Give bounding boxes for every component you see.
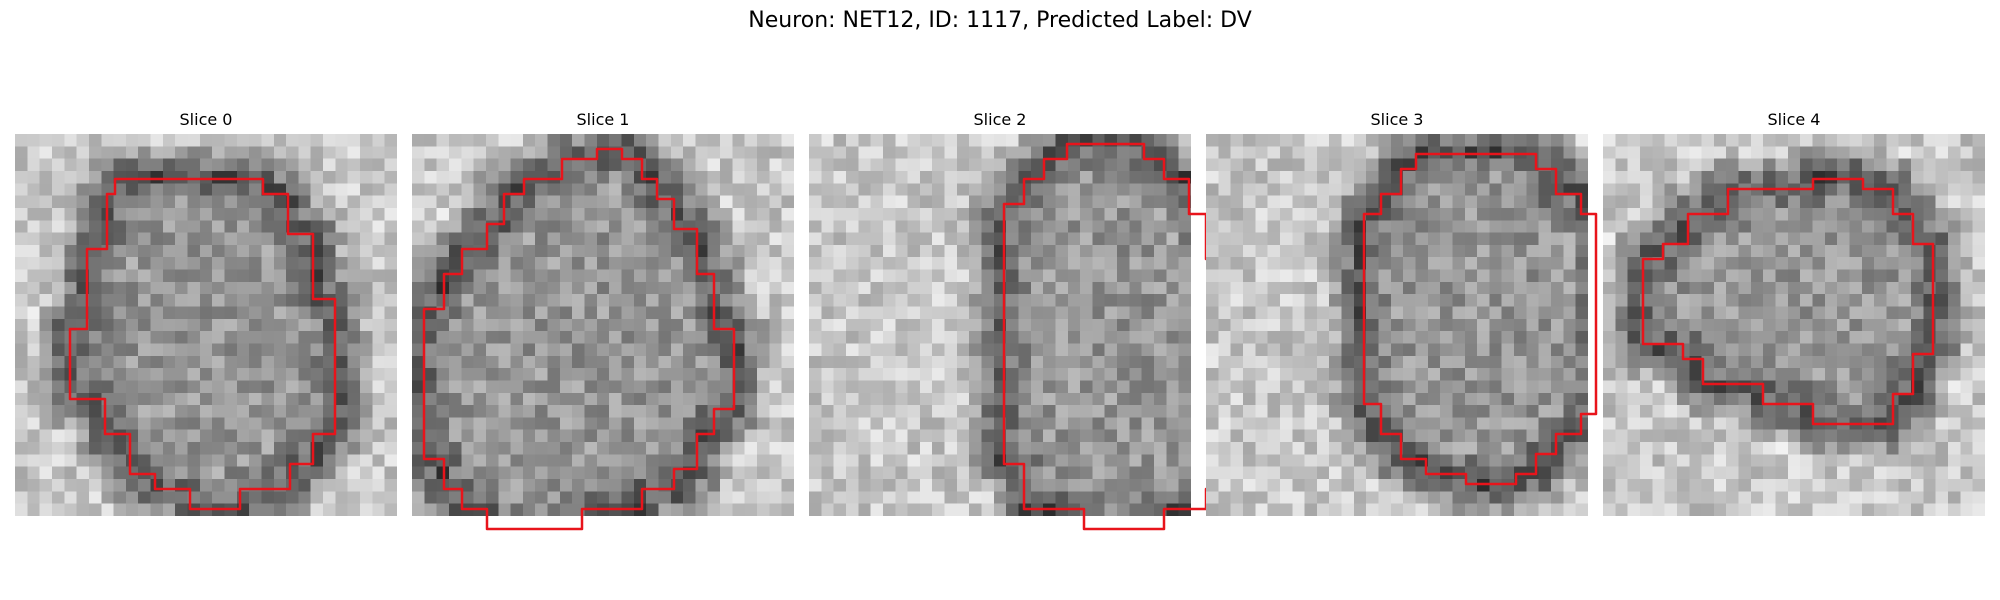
- slice-panel-2: Slice 2: [809, 110, 1266, 531]
- slice-panel-1: Slice 1: [412, 110, 794, 531]
- slice-panel-3: Slice 3: [1206, 110, 1598, 516]
- slice-title-4: Slice 4: [1767, 110, 1821, 129]
- grayscale-pixels-1: [412, 134, 794, 516]
- roi-contour-0: [68, 177, 337, 511]
- grayscale-pixels-0: [15, 134, 397, 516]
- slice-title-3: Slice 3: [1370, 110, 1424, 129]
- figure-title: Neuron: NET12, ID: 1117, Predicted Label…: [748, 8, 1252, 33]
- slice-image-3: [1206, 134, 1598, 516]
- slice-image-2: [809, 134, 1266, 531]
- roi-outline: [1362, 152, 1598, 486]
- slice-title-2: Slice 2: [973, 110, 1027, 129]
- roi-contour-4: [1641, 177, 1935, 426]
- slice-image-4: [1603, 134, 1985, 516]
- slice-image-0: [15, 134, 397, 516]
- roi-outline: [422, 147, 736, 531]
- roi-outline: [68, 177, 337, 511]
- roi-outline: [1641, 177, 1935, 426]
- roi-contour-2: [1002, 142, 1266, 531]
- roi-contour-1: [422, 147, 736, 531]
- slice-title-1: Slice 1: [576, 110, 630, 129]
- grayscale-pixels-2: [809, 134, 1191, 516]
- grayscale-pixels-3: [1206, 134, 1588, 516]
- slice-image-1: [412, 134, 794, 531]
- slice-panel-4: Slice 4: [1603, 110, 1985, 516]
- grayscale-pixels-4: [1603, 134, 1985, 516]
- slice-title-0: Slice 0: [179, 110, 233, 129]
- slice-panel-0: Slice 0: [15, 110, 397, 516]
- roi-contour-3: [1362, 152, 1598, 486]
